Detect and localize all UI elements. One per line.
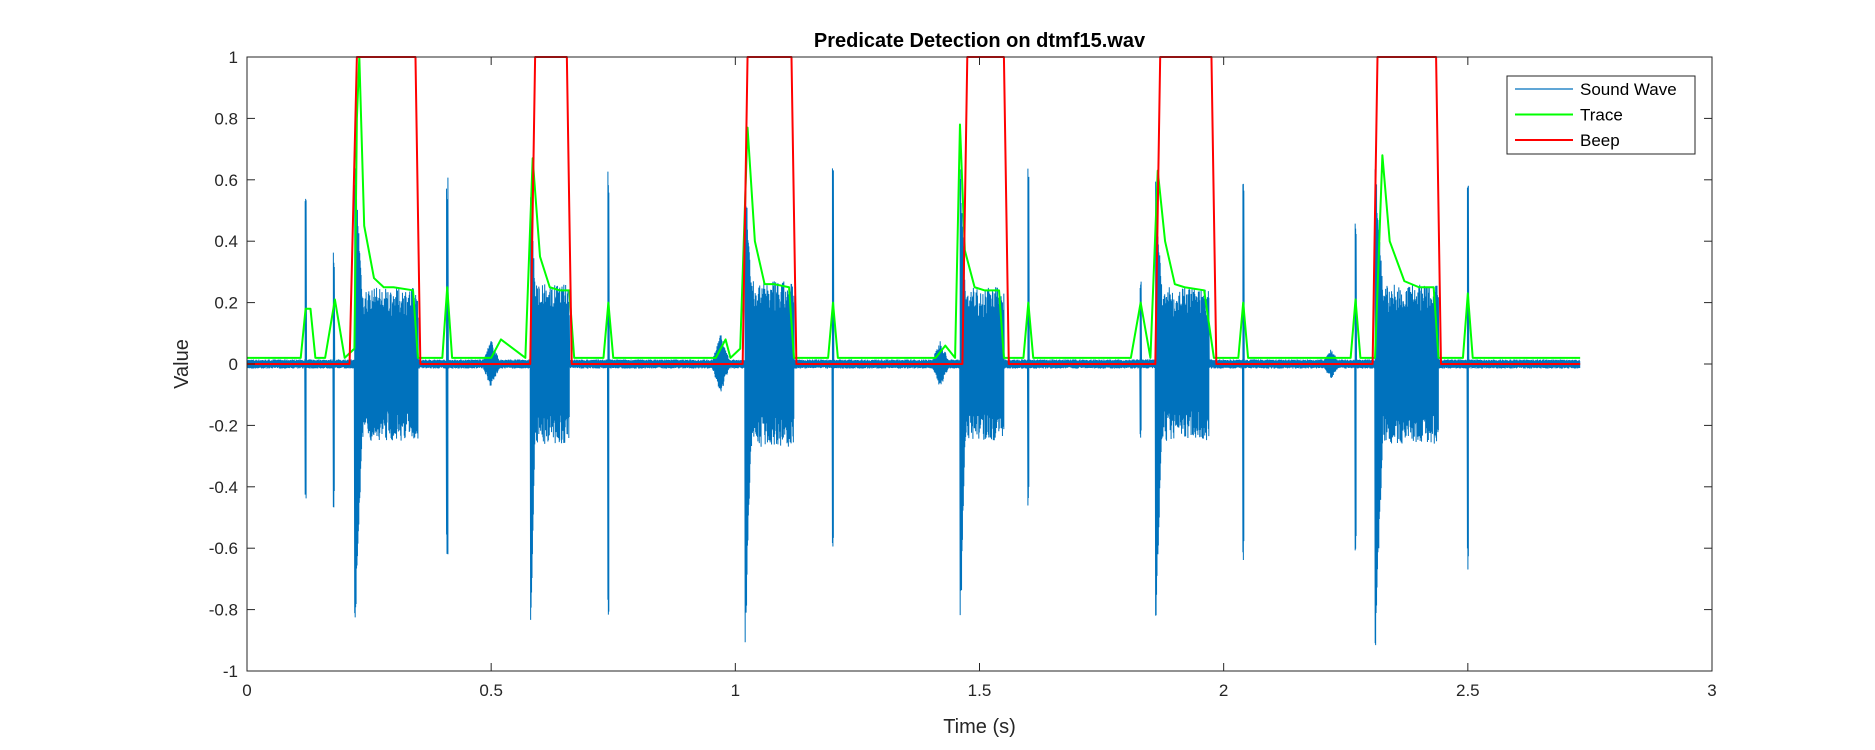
- y-axis: -1 -0.8 -0.6 -0.4 -0.2 0 0.2 0.4 0.6 0.8 1: [209, 48, 1712, 681]
- y-tick-label: -0.8: [209, 601, 238, 620]
- x-axis: 0 0.5 1 1.5 2 2.5 3: [242, 57, 1717, 700]
- legend-label: Sound Wave: [1580, 80, 1677, 99]
- x-tick-label: 1.5: [968, 681, 992, 700]
- legend: Sound Wave Trace Beep: [1506, 75, 1696, 155]
- y-tick-label: 0.4: [214, 232, 238, 251]
- y-tick-label: 0.2: [214, 294, 238, 313]
- y-tick-label: 0.8: [214, 109, 238, 128]
- x-tick-label: 2.5: [1456, 681, 1480, 700]
- chart-title: Predicate Detection on dtmf15.wav: [814, 30, 1146, 52]
- x-tick-label: 0.5: [479, 681, 503, 700]
- y-tick-label: 0.6: [214, 171, 238, 190]
- series-line-beep: [247, 56, 1581, 365]
- x-tick-label: 3: [1707, 681, 1716, 700]
- y-tick-label: -0.6: [209, 539, 238, 558]
- y-tick-label: -1: [223, 662, 238, 681]
- series-line-trace: [247, 56, 1581, 359]
- y-axis-label: Value: [171, 339, 193, 389]
- legend-label: Beep: [1580, 131, 1620, 150]
- series-layer: [246, 56, 1581, 646]
- y-tick-label: -0.4: [209, 478, 238, 497]
- y-tick-label: 0: [229, 355, 238, 374]
- y-tick-label: -0.2: [209, 416, 238, 435]
- x-tick-label: 0: [242, 681, 251, 700]
- x-axis-label: Time (s): [943, 716, 1016, 738]
- y-tick-label: 1: [229, 48, 238, 67]
- x-tick-label: 2: [1219, 681, 1228, 700]
- x-tick-label: 1: [731, 681, 740, 700]
- legend-label: Trace: [1580, 106, 1623, 125]
